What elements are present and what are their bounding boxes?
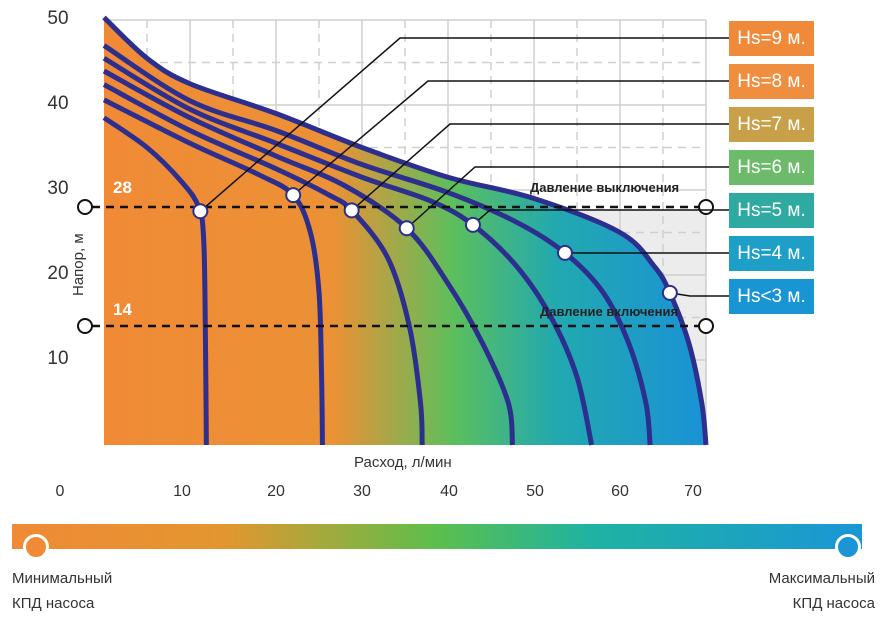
x-tick-label: 60 [611,483,629,500]
series-label: Hs=5 м. [729,193,814,228]
curve-marker [398,220,415,237]
y-tick-label: 50 [47,8,69,29]
min-efficiency-label-1: Минимальный [12,570,113,587]
x-tick-label: 40 [440,483,458,500]
leader-line [292,80,730,196]
series-label: Hs=7 м. [729,107,814,142]
series-label: Hs=8 м. [729,64,814,99]
leader-line [351,123,730,211]
max-efficiency-label-2: КПД насоса [792,595,875,612]
x-tick-label: 10 [173,483,191,500]
pump-curve [102,15,709,446]
y-axis-label: Напор, м [70,233,87,296]
pressure-line-marker [77,199,93,215]
x-tick-label: 70 [684,483,702,500]
x-tick-label: 50 [526,483,544,500]
leader-line [406,166,730,229]
x-tick-label: 0 [55,483,65,500]
curve-marker [285,187,302,204]
x-tick-label: 30 [353,483,371,500]
on-pressure-label: Давление включения [540,304,679,319]
curve-marker [556,244,573,261]
pump-curve [102,97,325,446]
pressure-line-marker [698,199,714,215]
y-tick-label: 20 [47,263,69,284]
series-label: Hs=6 м. [729,150,814,185]
series-label: Hs=4 м. [729,236,814,271]
pump-curve [102,43,653,446]
min-efficiency-marker [23,534,49,560]
x-tick-label: 20 [267,483,285,500]
efficiency-gradient-bar [12,524,862,549]
y-tick-label: 30 [47,178,69,199]
min-efficiency-label-2: КПД насоса [12,595,95,612]
x-axis-label: Расход, л/мин [354,454,452,471]
off-pressure-label: Давление выключения [530,180,680,195]
series-label: Hs=9 м. [729,21,814,56]
leader-line [199,37,730,212]
pressure-line-marker [698,318,714,334]
on-pressure-value: 14 [113,300,132,319]
y-tick-label: 40 [47,93,69,114]
y-tick-label: 10 [47,348,69,369]
curve-marker [192,203,209,220]
pressure-line-marker [77,318,93,334]
off-pressure-value: 28 [113,178,132,197]
max-efficiency-marker [835,534,861,560]
curve-marker [343,202,360,219]
max-efficiency-label-1: Максимальный [768,570,875,587]
curve-marker [661,284,678,301]
pump-curve [102,56,595,446]
curve-marker [464,216,481,233]
series-label: Hs<3 м. [729,279,814,314]
